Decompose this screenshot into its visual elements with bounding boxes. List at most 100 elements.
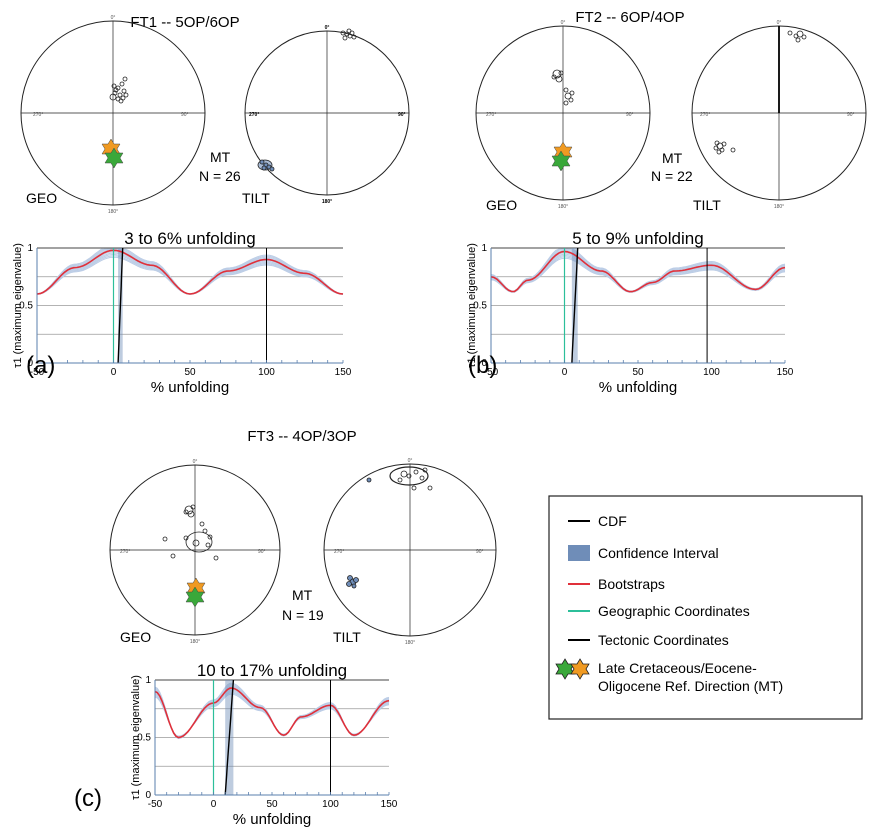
legend-reference-label-line2: Oligocene Ref. Direction (MT) xyxy=(598,678,783,694)
direction-point xyxy=(801,34,807,40)
dir-south: 180° xyxy=(190,639,200,645)
direction-point xyxy=(795,37,801,43)
dir-west: 270° xyxy=(486,112,496,118)
x-tick-label: 50 xyxy=(632,367,644,378)
paleomag-directions xyxy=(340,28,357,41)
cdf-line xyxy=(117,247,124,364)
y-tick-label: 0 xyxy=(27,358,33,369)
dir-east: 90° xyxy=(258,549,266,555)
ft3-geo-stereonet: 0° 90° 180° 270° xyxy=(109,459,281,645)
direction-point xyxy=(342,35,348,41)
ft3-geo-label: GEO xyxy=(120,629,151,645)
direction-point xyxy=(563,87,569,93)
dir-south: 180° xyxy=(774,204,784,210)
dir-south: 180° xyxy=(558,204,568,210)
reference-direction-stars xyxy=(551,141,573,172)
direction-point xyxy=(558,70,564,76)
ft1-geo-stereonet: 0° 90° 180° 270° xyxy=(20,15,206,215)
y-tick-label: 0.5 xyxy=(19,301,33,312)
direction-point xyxy=(552,69,562,79)
legend-geographic-label: Geographic Coordinates xyxy=(598,603,750,619)
x-axis-label: % unfolding xyxy=(233,811,311,828)
direction-point xyxy=(205,542,211,548)
confidence-ellipse xyxy=(389,466,429,486)
direction-point xyxy=(346,581,352,587)
paleomag-directions xyxy=(551,69,575,106)
bootstrap-line xyxy=(154,683,390,739)
paleomag-directions xyxy=(366,466,433,491)
direction-point xyxy=(351,34,357,40)
direction-point xyxy=(730,147,736,153)
cdf-line xyxy=(571,247,579,364)
dir-north: 0° xyxy=(777,20,782,26)
direction-point xyxy=(787,30,793,36)
chart-title: 3 to 6% unfolding xyxy=(124,229,255,248)
x-axis-label: % unfolding xyxy=(151,379,229,396)
bootstrap-line xyxy=(36,251,344,295)
x-tick-label: 0 xyxy=(562,367,568,378)
legend-confidence-label: Confidence Interval xyxy=(598,545,719,561)
direction-point xyxy=(170,553,176,559)
x-tick-label: 100 xyxy=(322,799,339,810)
bootstrap-line xyxy=(154,682,390,740)
direction-point xyxy=(413,469,419,475)
direction-point xyxy=(207,534,213,540)
chart-title: 10 to 17% unfolding xyxy=(197,661,347,680)
direction-point xyxy=(568,97,574,103)
direction-point xyxy=(111,83,117,89)
ft2-tilt-stereonet: 0° 90° 180° 270° xyxy=(691,20,867,210)
x-tick-label: 150 xyxy=(335,367,352,378)
tilt-cluster-sw xyxy=(346,575,359,589)
direction-point xyxy=(564,92,572,100)
direction-point xyxy=(183,509,189,515)
direction-point xyxy=(346,28,352,34)
direction-point xyxy=(427,485,433,491)
y-tick-label: 1 xyxy=(145,675,151,686)
direction-point xyxy=(397,477,403,483)
ft3-n-label: N = 19 xyxy=(282,607,324,623)
legend: CDF Confidence Interval Bootstraps Geogr… xyxy=(548,495,863,720)
star-green-icon xyxy=(104,147,124,169)
ft1-n-label: N = 26 xyxy=(199,168,241,184)
dir-east: 90° xyxy=(398,112,406,118)
bootstrap-mean-line xyxy=(36,249,344,295)
y-axis-label: τ1 (maximum eigenvalue) xyxy=(466,243,478,368)
x-tick-label: -50 xyxy=(484,367,499,378)
panel-label-b: (b) xyxy=(468,352,497,379)
direction-point xyxy=(366,477,372,483)
x-tick-label: 50 xyxy=(184,367,196,378)
direction-point xyxy=(123,92,129,98)
panel-label-c: (c) xyxy=(74,785,102,812)
dir-south: 180° xyxy=(405,640,415,646)
dir-east: 90° xyxy=(476,549,484,555)
y-tick-label: 0 xyxy=(481,358,487,369)
ft2-title: FT2 -- 6OP/4OP xyxy=(575,9,684,26)
direction-point xyxy=(199,521,205,527)
bootstrap-line xyxy=(36,252,344,295)
dir-west: 270° xyxy=(249,112,259,118)
dir-east: 90° xyxy=(847,112,855,118)
x-tick-label: 150 xyxy=(777,367,794,378)
bootstrap-line xyxy=(154,685,390,739)
bootstrap-mean-line xyxy=(490,250,786,293)
x-tick-label: 50 xyxy=(266,799,278,810)
dir-west: 270° xyxy=(33,112,43,118)
ft2-geo-stereonet: 0° 90° 180° 270° xyxy=(475,20,651,210)
direction-point xyxy=(796,30,804,38)
direction-point xyxy=(411,485,417,491)
direction-point xyxy=(109,93,117,101)
dir-north: 0° xyxy=(561,20,566,26)
y-tick-label: 0.5 xyxy=(473,301,487,312)
direction-point xyxy=(122,76,128,82)
bootstrap-mean-line xyxy=(154,687,390,739)
ft2-tilt-label: TILT xyxy=(693,197,721,213)
direction-point xyxy=(183,535,189,541)
dir-east: 90° xyxy=(181,112,189,118)
direction-point xyxy=(187,510,195,518)
direction-point xyxy=(121,88,127,94)
direction-point xyxy=(118,98,124,104)
ft3-mt-label: MT xyxy=(292,587,313,603)
